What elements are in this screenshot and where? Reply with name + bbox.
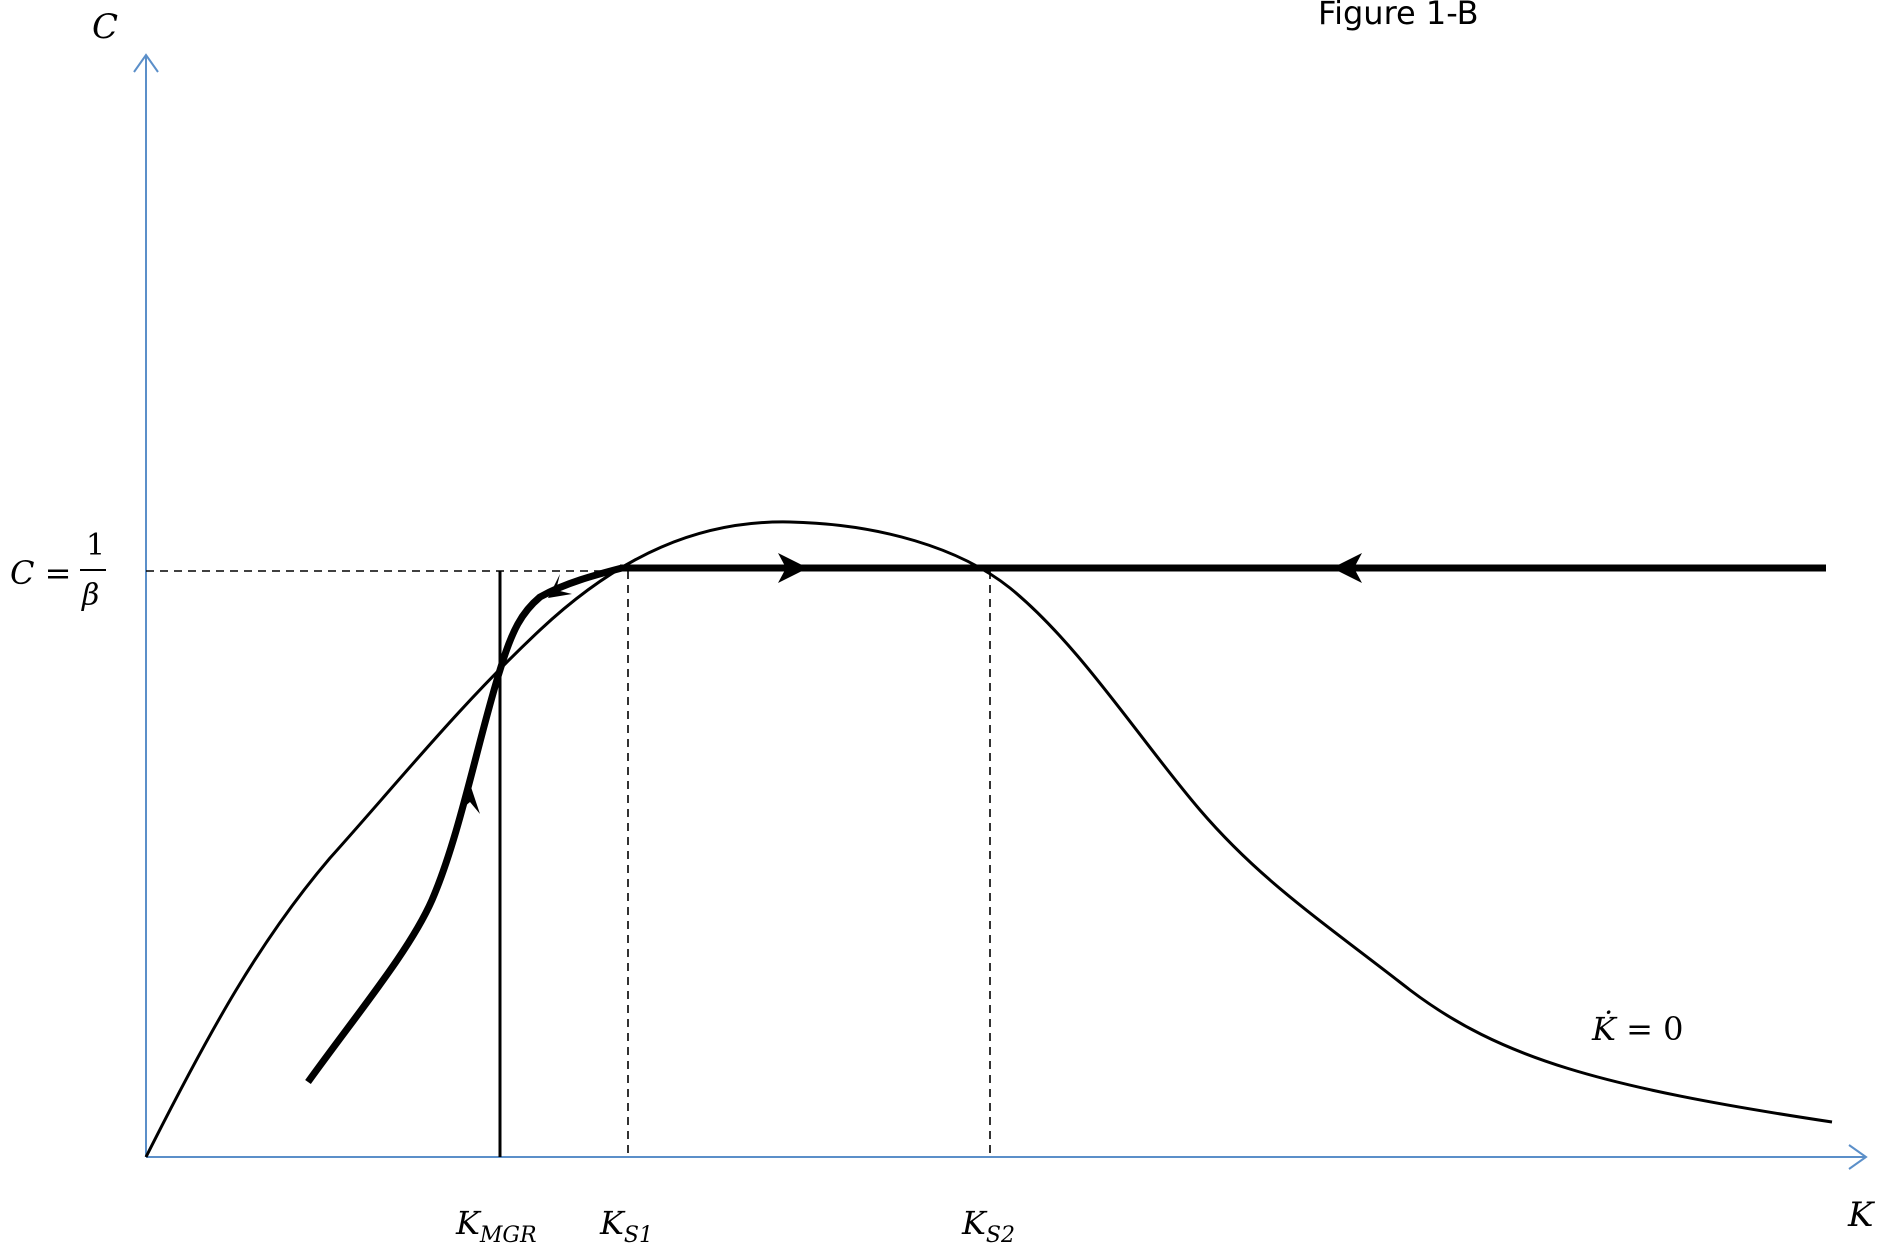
x-marker-ks1-main: K [599, 1204, 626, 1242]
arrow-right-icon [778, 553, 808, 583]
x-marker-kmgr-main: K [455, 1204, 482, 1242]
level-label-numerator: 1 [86, 528, 105, 563]
y-axis-arrow-icon [133, 53, 159, 73]
x-marker-ks2-main: K [961, 1204, 988, 1242]
level-label-denominator: β [81, 578, 99, 613]
k-dot-zero-curve [144, 520, 1833, 1158]
curve-label-main: K̇ [1591, 1010, 1618, 1048]
level-label-lhs: C = [10, 554, 71, 592]
saddle-path [305, 564, 623, 1085]
svg-text:K̇ = 0: K̇ = 0 [1591, 1010, 1683, 1048]
arrow-up-icon [458, 784, 480, 814]
x-marker-kmgr-sub: MGR [479, 1223, 537, 1247]
x-marker-ks2: KS2 [961, 1204, 1015, 1247]
svg-text:KMGR: KMGR [455, 1204, 537, 1247]
x-axis-arrow-icon [1848, 1144, 1868, 1170]
x-marker-ks2-sub: S2 [986, 1223, 1015, 1247]
x-marker-ks1-sub: S1 [624, 1223, 653, 1247]
arrow-left-icon [1332, 553, 1362, 583]
svg-text:KS1: KS1 [599, 1204, 653, 1247]
x-marker-ks1: KS1 [599, 1204, 653, 1247]
x-marker-kmgr: KMGR [455, 1204, 537, 1247]
level-label: C = 1 β [10, 528, 106, 613]
x-axis-label: K [1847, 1195, 1876, 1235]
figure-title: Figure 1-B [1318, 0, 1479, 32]
curve-label-rest: = 0 [1626, 1010, 1683, 1048]
curve-label: K̇ = 0 [1591, 1010, 1683, 1048]
svg-text:KS2: KS2 [961, 1204, 1015, 1247]
arrow-down-left-icon [548, 574, 572, 598]
y-axis-label: C [92, 7, 118, 47]
